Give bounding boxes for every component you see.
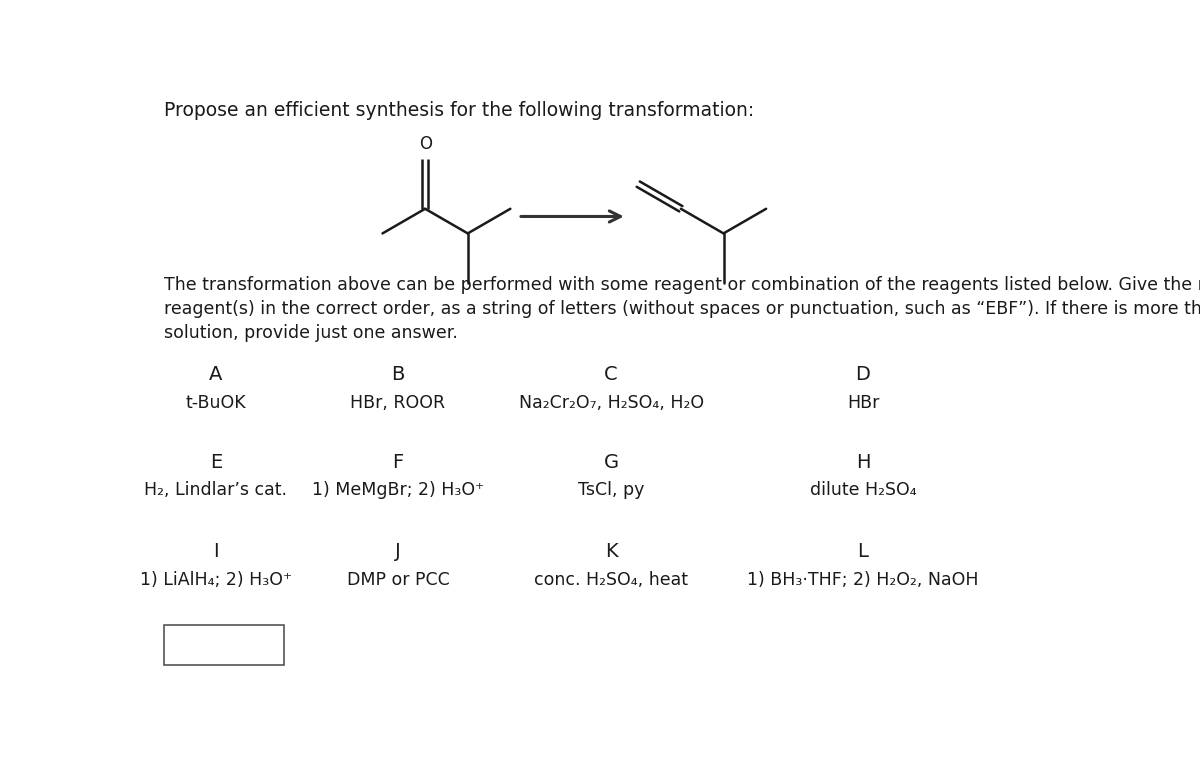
Text: 1) BH₃·THF; 2) H₂O₂, NaOH: 1) BH₃·THF; 2) H₂O₂, NaOH	[748, 571, 979, 589]
Text: L: L	[858, 542, 869, 561]
Text: Propose an efficient synthesis for the following transformation:: Propose an efficient synthesis for the f…	[164, 101, 755, 120]
Text: conc. H₂SO₄, heat: conc. H₂SO₄, heat	[534, 571, 688, 589]
Text: Na₂Cr₂O₇, H₂SO₄, H₂O: Na₂Cr₂O₇, H₂SO₄, H₂O	[518, 393, 703, 412]
Text: G: G	[604, 453, 619, 472]
Text: B: B	[391, 365, 404, 384]
Text: J: J	[395, 542, 401, 561]
Text: F: F	[392, 453, 403, 472]
Text: H₂, Lindlar’s cat.: H₂, Lindlar’s cat.	[144, 481, 287, 500]
Text: HBr: HBr	[847, 393, 880, 412]
Text: O: O	[419, 136, 432, 153]
Text: I: I	[214, 542, 218, 561]
Text: D: D	[856, 365, 870, 384]
FancyBboxPatch shape	[164, 625, 284, 666]
Text: K: K	[605, 542, 618, 561]
Text: C: C	[605, 365, 618, 384]
Text: H: H	[856, 453, 870, 472]
Text: 1) LiAlH₄; 2) H₃O⁺: 1) LiAlH₄; 2) H₃O⁺	[140, 571, 292, 589]
Text: solution, provide just one answer.: solution, provide just one answer.	[164, 324, 458, 343]
Text: A: A	[209, 365, 222, 384]
Text: TsCl, py: TsCl, py	[578, 481, 644, 500]
Text: 1) MeMgBr; 2) H₃O⁺: 1) MeMgBr; 2) H₃O⁺	[312, 481, 484, 500]
Text: DMP or PCC: DMP or PCC	[347, 571, 449, 589]
Text: The transformation above can be performed with some reagent or combination of th: The transformation above can be performe…	[164, 276, 1200, 294]
Text: dilute H₂SO₄: dilute H₂SO₄	[810, 481, 917, 500]
Text: t-BuOK: t-BuOK	[186, 393, 246, 412]
Text: HBr, ROOR: HBr, ROOR	[350, 393, 445, 412]
Text: reagent(s) in the correct order, as a string of letters (without spaces or punct: reagent(s) in the correct order, as a st…	[164, 300, 1200, 318]
Text: E: E	[210, 453, 222, 472]
